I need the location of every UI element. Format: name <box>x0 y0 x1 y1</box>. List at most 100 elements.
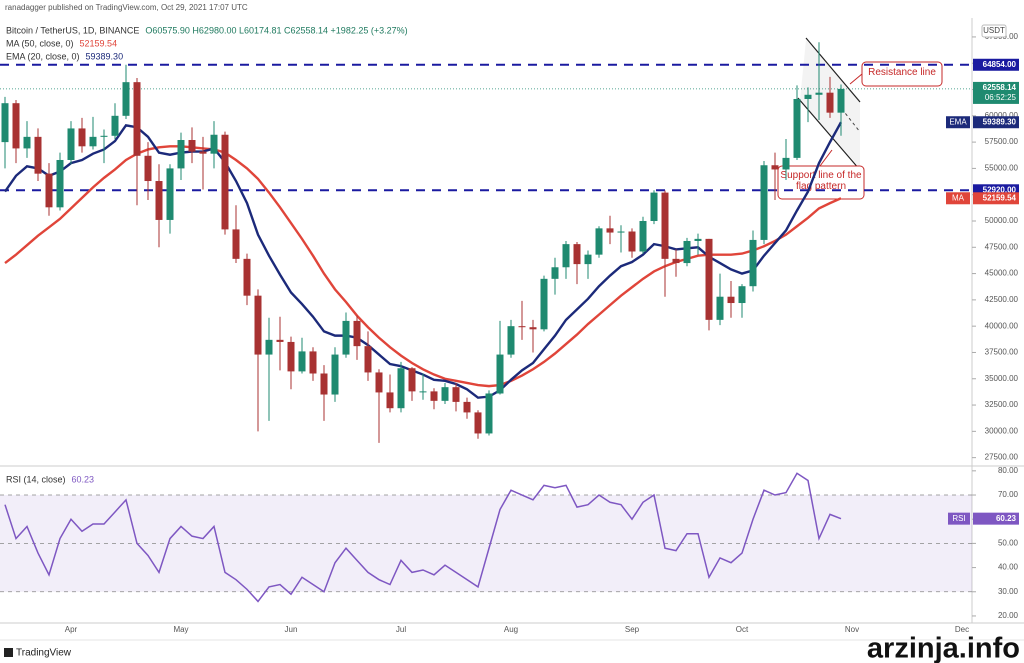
candle-body <box>485 393 493 434</box>
badge-tag <box>946 116 970 129</box>
candle-body <box>628 231 636 252</box>
y-tick-label: 57500.00 <box>985 137 1019 146</box>
price-badge <box>973 192 1019 205</box>
candle-body <box>78 128 86 147</box>
candle-body <box>298 351 306 372</box>
legend-label: EMA (20, close, 0) <box>6 51 80 61</box>
badge-tag <box>946 192 970 205</box>
currency-box <box>981 24 1007 38</box>
y-tick-label: 45000.00 <box>985 269 1019 278</box>
currency: USDT <box>983 26 1005 35</box>
candle-body <box>67 128 75 160</box>
candle-body <box>353 320 361 347</box>
candle-body <box>342 320 350 355</box>
candle-body <box>529 327 537 330</box>
candle-body <box>199 151 207 154</box>
candle-body <box>518 326 526 328</box>
candle-body <box>815 92 823 95</box>
annotation: Support line of the flag pattern <box>780 170 862 192</box>
badge-value: 64854.00 <box>983 60 1017 69</box>
y-tick-label: 40.00 <box>998 563 1019 572</box>
candle-body <box>837 88 845 113</box>
annotation-box: Support line of the flag pattern <box>780 170 862 192</box>
candle-body <box>507 326 515 355</box>
y-tick-label: 60000.00 <box>985 111 1019 120</box>
candle-body <box>243 258 251 296</box>
legend-label: MA (50, close, 0) <box>6 38 74 48</box>
legend-value: 52159.54 <box>80 38 118 48</box>
badge-value: 62558.14 <box>983 83 1017 92</box>
y-tick-label: 32500.00 <box>985 400 1019 409</box>
candle-body <box>309 351 317 374</box>
candle-body <box>782 157 790 170</box>
candle-body <box>716 296 724 320</box>
candle-body <box>793 98 801 158</box>
badge-tag <box>948 512 970 525</box>
x-tick-label: Nov <box>845 625 859 634</box>
badge-value: 60.23 <box>996 514 1017 523</box>
x-tick-label: May <box>173 625 188 634</box>
y-tick-label: 80.00 <box>998 466 1019 475</box>
candle-body <box>727 296 735 304</box>
legend-value: 60.23 <box>72 474 95 484</box>
candle-body <box>122 82 130 116</box>
candle-body <box>34 136 42 174</box>
candle-body <box>683 240 691 264</box>
candle-body <box>1 103 9 143</box>
candle-body <box>144 155 152 182</box>
legend-label: RSI (14, close) <box>6 474 66 484</box>
price-badge <box>973 58 1019 71</box>
y-tick-label: 30.00 <box>998 587 1019 596</box>
y-tick-label: 70.00 <box>998 490 1019 499</box>
annotation: Resistance line <box>868 67 936 78</box>
badge-value: 59389.30 <box>983 117 1017 126</box>
badge-name: MA <box>952 193 965 202</box>
indicator-line <box>4 145 842 388</box>
candle-body <box>265 339 273 355</box>
candle-body <box>419 391 427 393</box>
y-tick-label: 30000.00 <box>985 426 1019 435</box>
candle-body <box>100 135 108 137</box>
candle-body <box>386 392 394 409</box>
y-tick-label: 55000.00 <box>985 164 1019 173</box>
support-callout <box>777 165 865 200</box>
candle-body <box>584 254 592 265</box>
candle-body <box>463 401 471 413</box>
price-badge <box>973 116 1019 129</box>
candle-body <box>606 228 614 233</box>
candle-body <box>749 239 757 287</box>
price-badge <box>973 512 1019 525</box>
candle-body <box>364 346 372 373</box>
candle-body <box>155 181 163 220</box>
candle-body <box>397 368 405 409</box>
x-tick-label: Aug <box>504 625 518 634</box>
legend-value: 59389.30 <box>86 51 124 61</box>
frame <box>0 18 1024 641</box>
candle-body <box>573 244 581 265</box>
legend-label: Bitcoin / TetherUS, 1D, BINANCE <box>6 25 139 35</box>
y-tick-label: 20.00 <box>998 611 1019 620</box>
y-tick-label: 50.00 <box>998 539 1019 548</box>
candle-body <box>738 286 746 304</box>
watermark: arzinja.info <box>867 633 1020 663</box>
candle-body <box>617 231 625 233</box>
candle-body <box>188 140 196 152</box>
candle-body <box>452 387 460 402</box>
candle-body <box>672 258 680 264</box>
callout-pointer <box>819 149 833 167</box>
candle-body <box>23 136 31 149</box>
logo: TradingView <box>16 648 72 659</box>
badge-name: RSI <box>952 514 965 523</box>
candle-body <box>826 92 834 113</box>
badge-value: 52920.00 <box>983 185 1017 194</box>
countdown: 06:52:25 <box>985 93 1017 102</box>
annotation-box: Resistance line <box>868 67 936 78</box>
x-tick-label: Dec <box>955 625 969 634</box>
candle-body <box>276 339 284 342</box>
candle-body <box>551 267 559 279</box>
y-tick-label: 50000.00 <box>985 216 1019 225</box>
x-tick-label: Jul <box>396 625 406 634</box>
badge-name: EMA <box>949 117 967 126</box>
candle-body <box>760 165 768 240</box>
